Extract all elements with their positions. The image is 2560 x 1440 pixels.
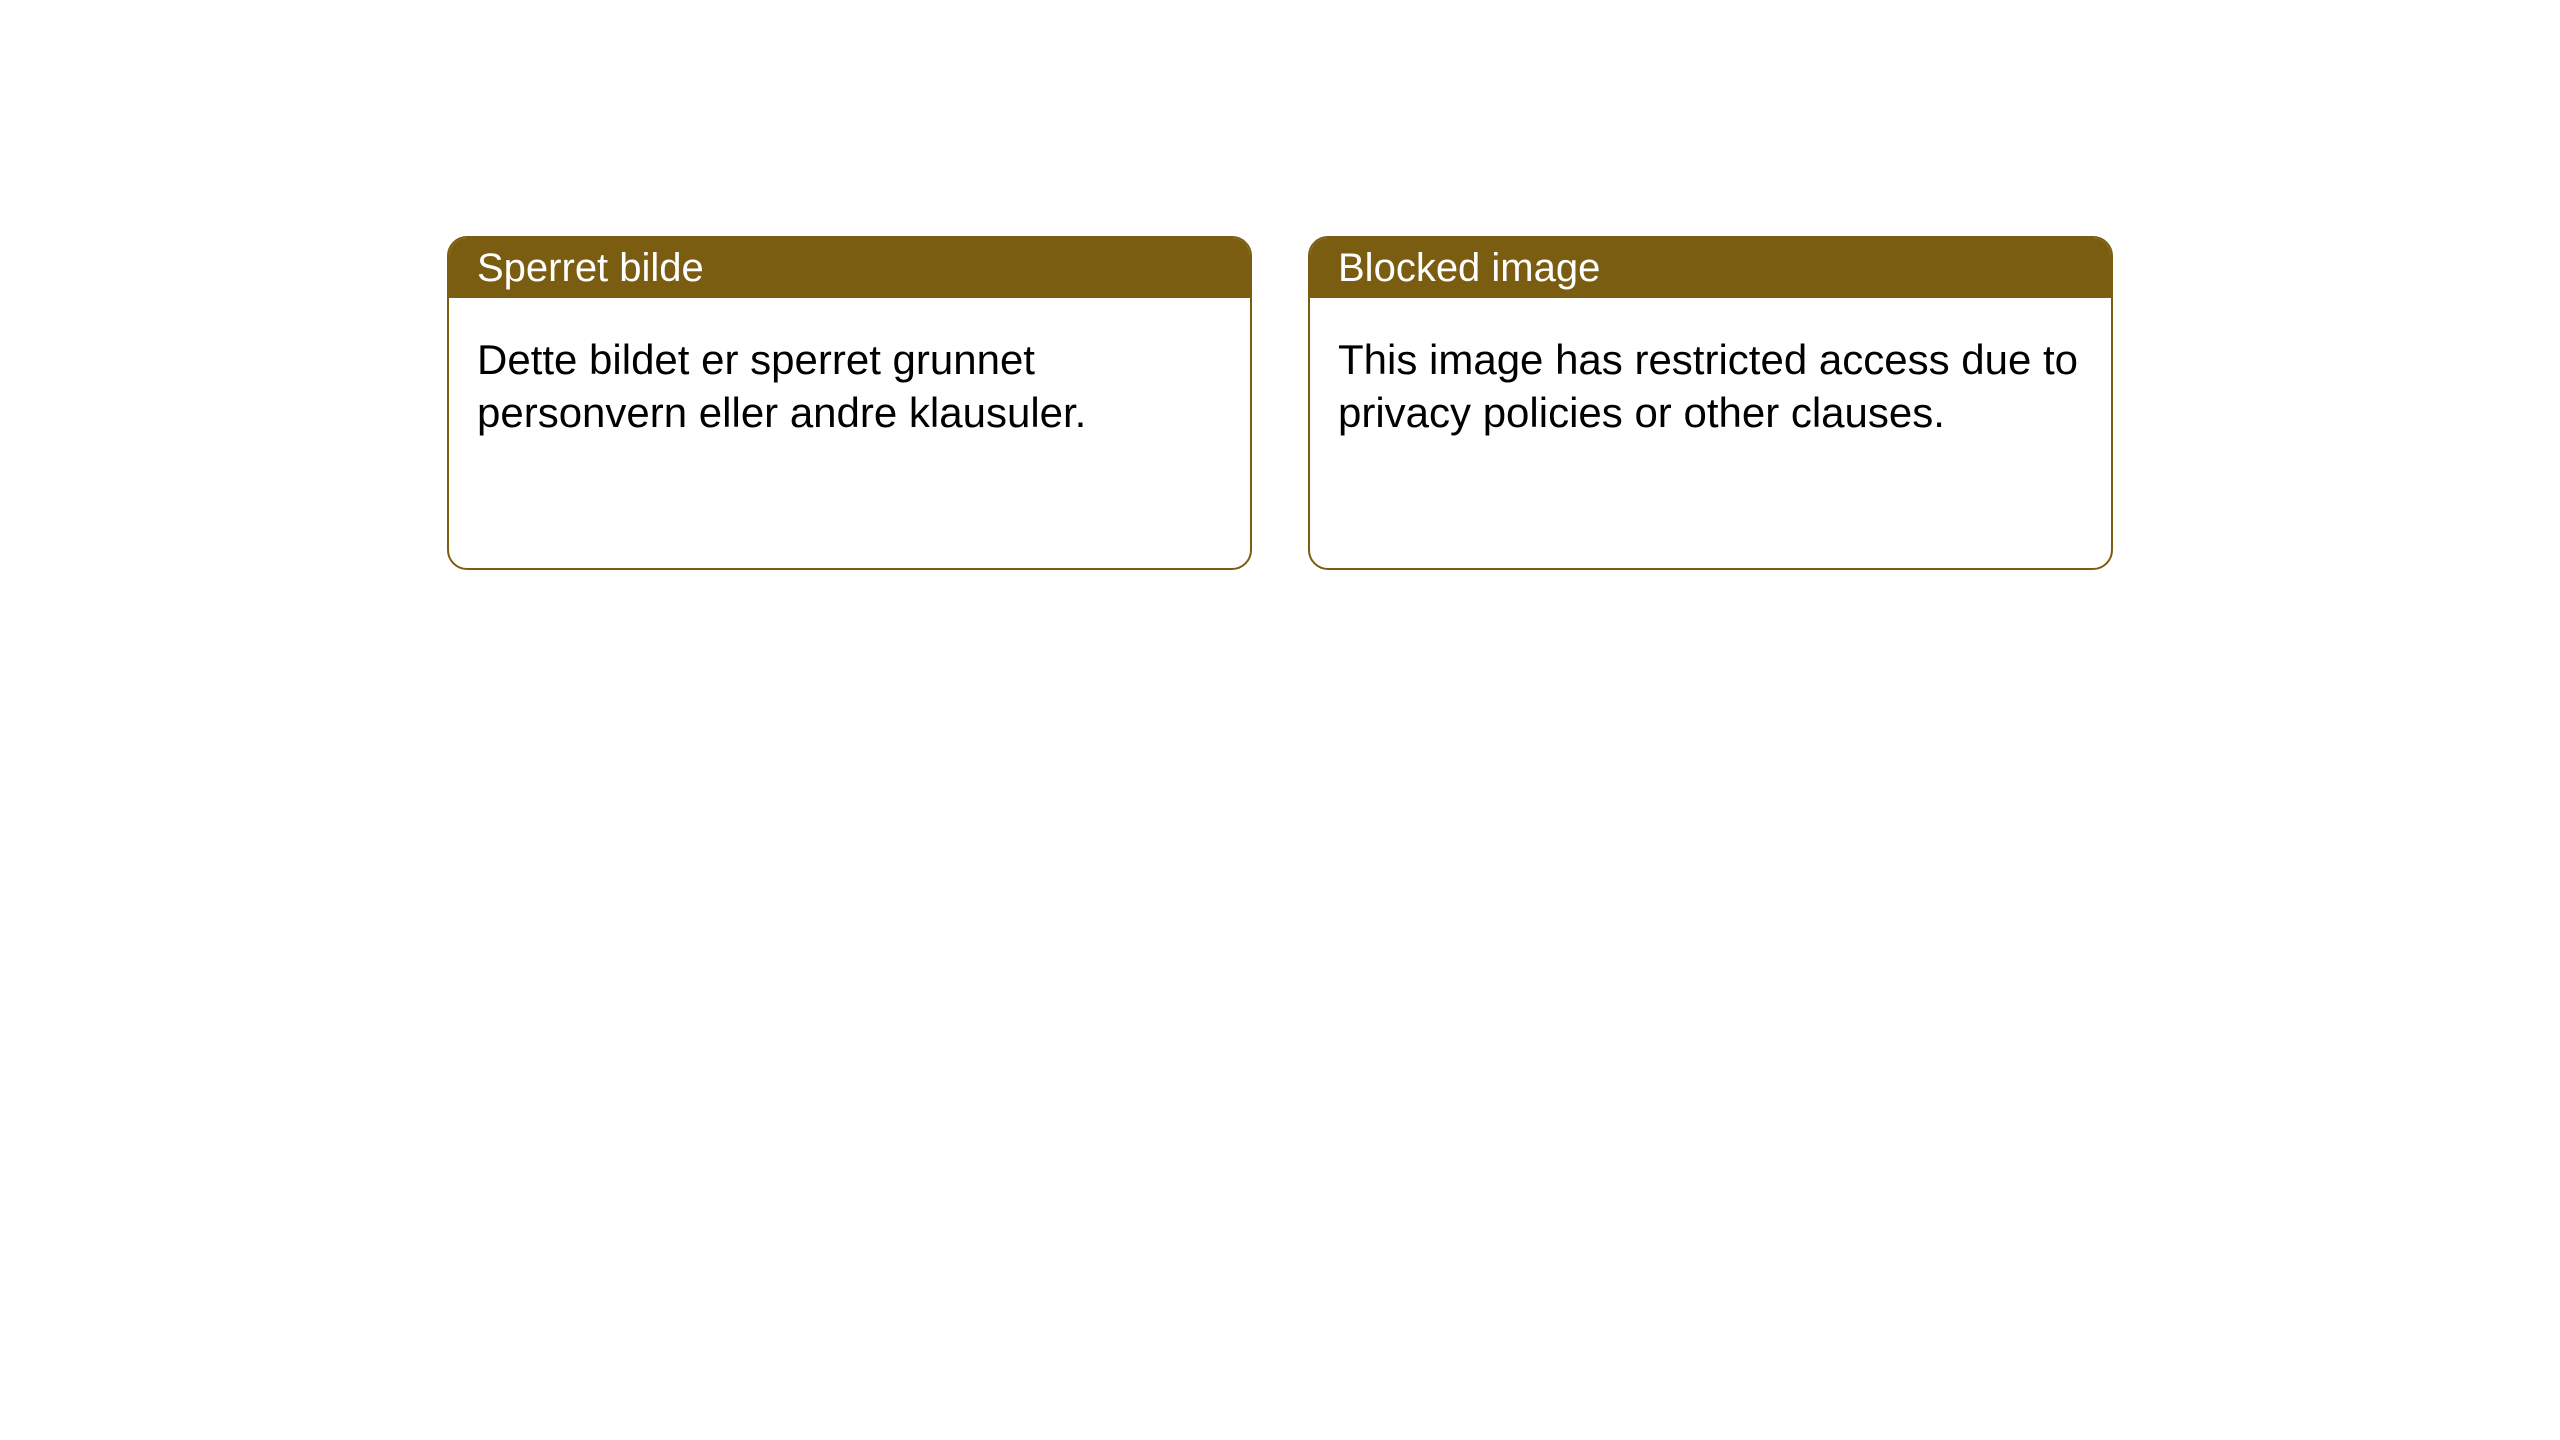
- panel-header-english: Blocked image: [1310, 238, 2111, 298]
- panel-norwegian: Sperret bilde Dette bildet er sperret gr…: [447, 236, 1252, 570]
- panel-body-english: This image has restricted access due to …: [1310, 298, 2111, 475]
- panel-body-norwegian: Dette bildet er sperret grunnet personve…: [449, 298, 1250, 475]
- panel-title-english: Blocked image: [1338, 246, 1600, 291]
- panel-header-norwegian: Sperret bilde: [449, 238, 1250, 298]
- panel-title-norwegian: Sperret bilde: [477, 246, 704, 291]
- panel-text-english: This image has restricted access due to …: [1338, 336, 2078, 436]
- panel-text-norwegian: Dette bildet er sperret grunnet personve…: [477, 336, 1086, 436]
- blocked-image-panels: Sperret bilde Dette bildet er sperret gr…: [447, 236, 2113, 570]
- panel-english: Blocked image This image has restricted …: [1308, 236, 2113, 570]
